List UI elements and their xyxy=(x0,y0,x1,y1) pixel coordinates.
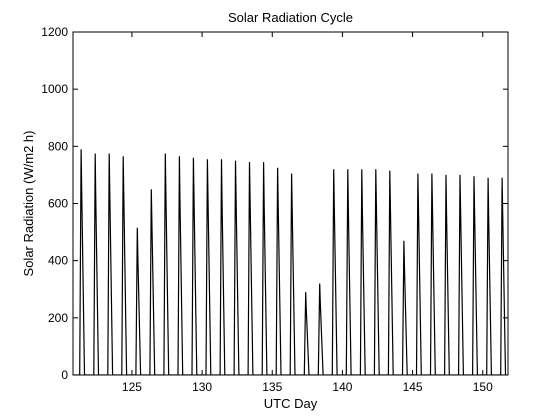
x-tick-label: 150 xyxy=(473,380,493,394)
x-tick-label: 140 xyxy=(332,380,352,394)
y-tick-label: 200 xyxy=(48,311,68,325)
y-tick-label: 800 xyxy=(48,139,68,153)
x-tick-label: 130 xyxy=(192,380,212,394)
x-tick-label: 135 xyxy=(262,380,282,394)
y-tick-label: 1000 xyxy=(41,82,68,96)
series-line-0 xyxy=(73,149,507,375)
series-layer xyxy=(73,149,507,375)
x-tick-label: 145 xyxy=(403,380,423,394)
y-tick-label: 1200 xyxy=(41,25,68,39)
y-axis-label: Solar Radiation (W/m2 h) xyxy=(21,131,36,277)
y-tick-label: 0 xyxy=(61,368,68,382)
x-axis-label: UTC Day xyxy=(264,396,318,411)
x-tick-label: 125 xyxy=(122,380,142,394)
chart-title: Solar Radiation Cycle xyxy=(228,10,353,25)
y-tick-label: 600 xyxy=(48,197,68,211)
y-tick-label: 400 xyxy=(48,254,68,268)
ticks-layer: 125 130 135 140 145 150 0 200 400 600 800 1000 1200 xyxy=(41,25,508,394)
